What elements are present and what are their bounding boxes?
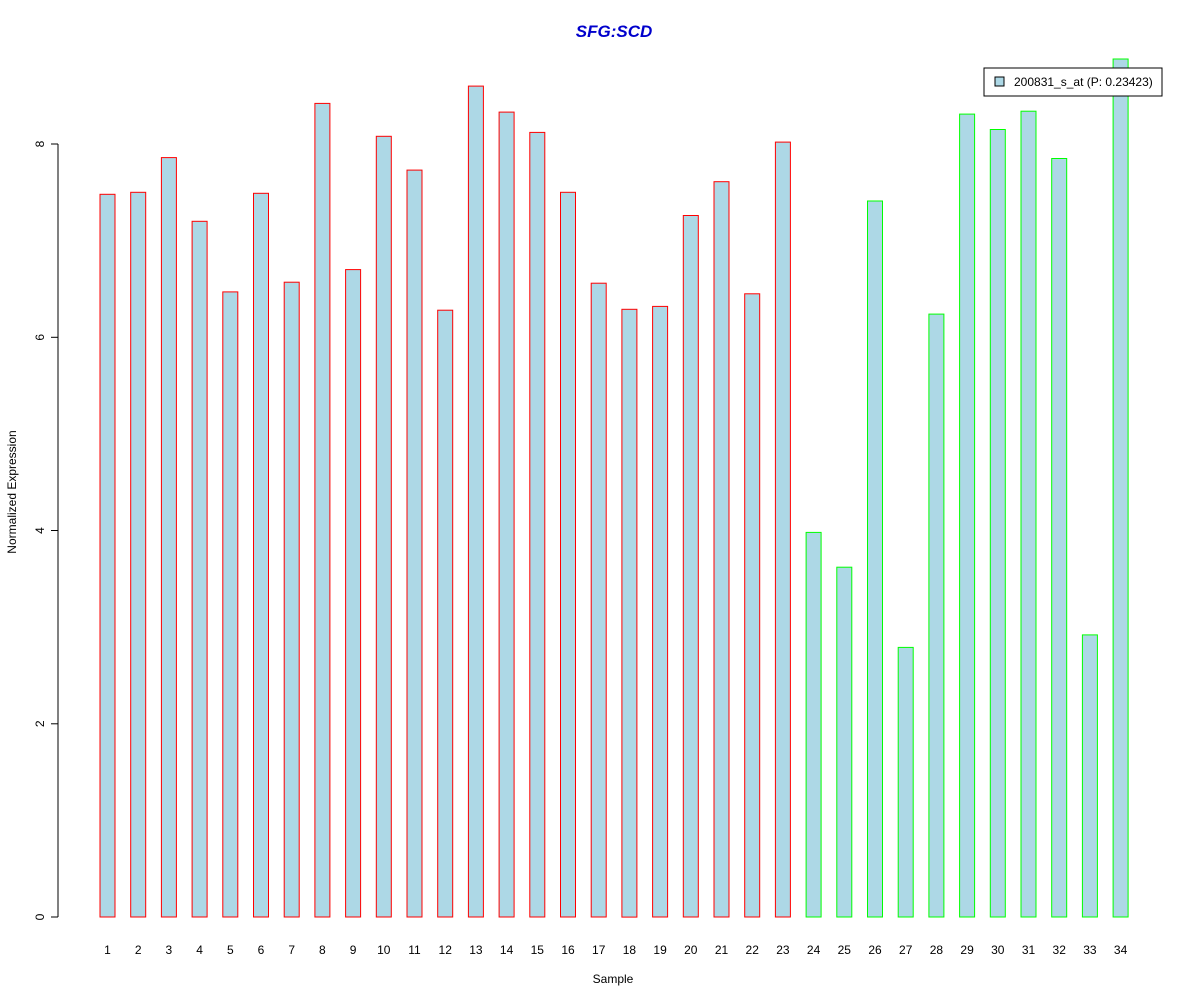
y-tick-label: 4 (33, 527, 47, 534)
x-tick-label: 30 (991, 943, 1005, 957)
x-tick-label: 1 (104, 943, 111, 957)
x-tick-label: 34 (1114, 943, 1128, 957)
x-tick-label: 21 (715, 943, 729, 957)
chart-title: SFG:SCD (576, 22, 653, 41)
bar-8 (314, 102, 331, 918)
bar-2 (130, 191, 147, 918)
bar-21 (713, 181, 730, 918)
bar-26 (867, 200, 883, 918)
bar-25 (836, 566, 853, 918)
x-tick-label: 14 (500, 943, 514, 957)
y-tick-label: 8 (33, 140, 47, 147)
bar-13 (467, 85, 484, 918)
legend: 200831_s_at (P: 0.23423) (983, 67, 1163, 97)
bar-22 (744, 293, 761, 918)
x-tick-label: 8 (319, 943, 326, 957)
bar-14 (498, 111, 515, 918)
bar-31 (1020, 110, 1037, 918)
x-tick-label: 19 (653, 943, 667, 957)
x-tick-label: 6 (258, 943, 265, 957)
x-tick-label: 27 (899, 943, 913, 957)
y-axis-label: Normalized Expression (5, 430, 19, 553)
x-tick-label: 3 (166, 943, 173, 957)
x-tick-label: 9 (350, 943, 357, 957)
x-tick-label: 23 (776, 943, 790, 957)
x-tick-label: 25 (838, 943, 852, 957)
bar-11 (406, 169, 423, 918)
x-tick-label: 13 (469, 943, 483, 957)
bar-24 (805, 531, 822, 918)
x-tick-label: 15 (531, 943, 545, 957)
bar-33 (1081, 634, 1098, 918)
x-tick-label: 18 (623, 943, 637, 957)
x-tick-labels: 1 2 3 4 5 6 7 8 9 10 11 12 13 14 15 16 17 18 19 20 21 22 23 24 2… (104, 943, 1127, 957)
bar-17 (590, 282, 607, 918)
x-tick-label: 10 (377, 943, 391, 957)
bar-20 (682, 215, 699, 918)
x-tick-label: 4 (196, 943, 203, 957)
x-tick-label: 11 (408, 943, 421, 957)
bar-34 (1112, 58, 1129, 918)
bar-7 (283, 281, 300, 918)
bars-group (99, 58, 1129, 918)
y-axis: 0 2 4 6 8 (33, 140, 59, 920)
bar-4 (191, 220, 208, 918)
bar-6 (253, 192, 269, 918)
y-tick-label: 0 (33, 913, 47, 920)
x-tick-label: 5 (227, 943, 234, 957)
legend-box (983, 67, 1163, 97)
bar-23 (774, 141, 791, 918)
x-tick-label: 2 (135, 943, 142, 957)
bar-28 (928, 313, 945, 918)
bar-16 (560, 191, 576, 918)
bar-29 (959, 113, 976, 918)
x-tick-label: 17 (592, 943, 606, 957)
x-tick-label: 20 (684, 943, 698, 957)
x-tick-label: 28 (930, 943, 944, 957)
x-tick-label: 12 (439, 943, 453, 957)
y-tick-label: 6 (33, 334, 47, 341)
bar-10 (375, 135, 392, 918)
x-tick-label: 32 (1053, 943, 1067, 957)
bar-19 (652, 305, 669, 918)
x-tick-label: 22 (746, 943, 760, 957)
legend-entry: 200831_s_at (P: 0.23423) (1014, 75, 1153, 89)
x-tick-label: 31 (1022, 943, 1036, 957)
legend-swatch (994, 76, 1005, 87)
x-axis-label: Sample (593, 972, 634, 986)
x-tick-label: 29 (960, 943, 974, 957)
bar-15 (529, 131, 546, 918)
x-tick-label: 26 (868, 943, 882, 957)
x-tick-label: 33 (1083, 943, 1097, 957)
bar-1 (99, 193, 116, 918)
bar-32 (1051, 158, 1068, 918)
bar-18 (621, 308, 638, 918)
x-tick-label: 7 (288, 943, 295, 957)
bar-3 (160, 157, 177, 918)
bar-5 (222, 291, 239, 918)
x-tick-label: 24 (807, 943, 821, 957)
bar-30 (989, 129, 1006, 918)
bar-9 (345, 269, 362, 918)
x-tick-label: 16 (561, 943, 575, 957)
y-tick-label: 2 (33, 720, 47, 727)
bar-12 (437, 309, 454, 918)
bar-27 (897, 646, 914, 918)
